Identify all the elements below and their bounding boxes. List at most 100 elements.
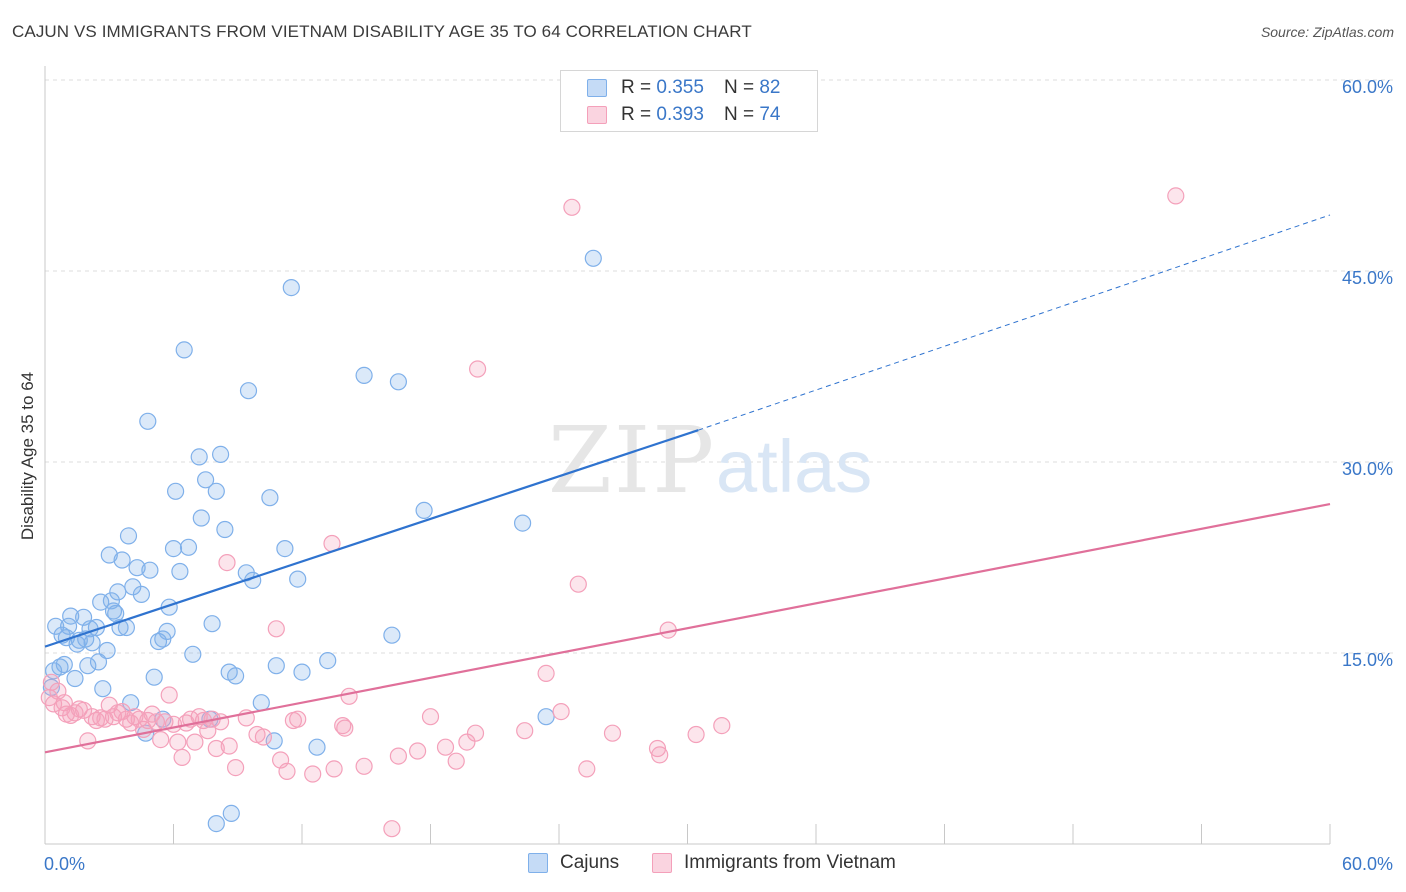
- vietnam-point-78: [651, 746, 669, 764]
- vietnam-point-23: [130, 710, 148, 728]
- cajuns-point-69: [276, 539, 294, 558]
- x-tick-label-min: 0.0%: [44, 854, 85, 874]
- cajuns-point-74: [319, 651, 337, 670]
- vietnam-point-57: [334, 716, 352, 735]
- cajuns-point-9: [66, 669, 84, 688]
- cajuns-point-16: [83, 634, 101, 652]
- cajuns-point-61: [227, 667, 245, 685]
- cajuns-point-76: [389, 373, 407, 391]
- cajuns-point-34: [132, 585, 150, 604]
- vietnam-trend-line: [44, 502, 1331, 754]
- cajuns-point-81: [383, 626, 401, 644]
- cajuns-point-8: [62, 607, 80, 625]
- r-value: 0.355: [656, 77, 704, 98]
- chart-title: CAJUN VS IMMIGRANTS FROM VIETNAM DISABIL…: [12, 22, 752, 41]
- trend-lines: [44, 214, 1331, 754]
- vietnam-point-36: [186, 733, 204, 751]
- cajuns-point-55: [207, 482, 225, 500]
- cajuns-point-60: [207, 814, 225, 833]
- n-value: 74: [759, 104, 781, 125]
- vietnam-point-71: [537, 664, 555, 683]
- source-label: Source: ZipAtlas.com: [1260, 24, 1394, 40]
- vietnam-point-73: [563, 198, 581, 216]
- cajuns-point-33: [128, 559, 146, 577]
- cajuns-point-21: [98, 641, 116, 660]
- cajuns-point-79: [537, 708, 555, 726]
- cajuns-point-18: [89, 653, 108, 671]
- cajuns-point-38: [145, 668, 163, 686]
- vietnam-legend-swatch: [652, 853, 672, 873]
- cajuns-point-56: [212, 445, 230, 463]
- cajuns-point-36: [139, 412, 157, 430]
- cajuns-legend-swatch: [528, 853, 548, 873]
- cajuns-point-59: [222, 804, 240, 823]
- cajuns-point-54: [203, 615, 221, 633]
- cajuns-point-37: [141, 561, 159, 579]
- data-points: [40, 187, 1185, 838]
- cajuns-point-45: [167, 482, 185, 500]
- axes: [44, 66, 1331, 845]
- vietnam-point-53: [289, 710, 307, 728]
- vietnam-point-67: [458, 733, 476, 751]
- cajuns-trend-extension: [698, 214, 1331, 431]
- cajuns-point-24: [104, 602, 123, 620]
- cajuns-point-70: [282, 279, 300, 297]
- cajuns-point-46: [171, 562, 189, 581]
- legend-row-vietnam: R = 0.393 N = 74: [587, 102, 780, 128]
- vietnam-swatch: [587, 106, 607, 124]
- cajuns-point-71: [289, 570, 307, 588]
- cajuns-point-68: [267, 657, 285, 675]
- cajuns-swatch: [587, 79, 607, 97]
- vietnam-point-74: [569, 575, 587, 593]
- cajuns-point-50: [190, 448, 208, 466]
- cajuns-point-57: [216, 520, 234, 539]
- cajuns-point-42: [158, 622, 176, 641]
- y-axis-label: Disability Age 35 to 64: [18, 371, 37, 541]
- legend-label-cajuns: Cajuns: [560, 852, 620, 873]
- cajuns-point-77: [415, 501, 433, 519]
- vietnam-point-66: [447, 752, 465, 770]
- watermark-atlas: atlas: [716, 425, 872, 508]
- y-tick-label-30: 30.0%: [1342, 459, 1393, 479]
- cajuns-point-49: [184, 645, 202, 663]
- cajuns-point-22: [100, 546, 118, 564]
- cajuns-point-23: [102, 592, 121, 610]
- vietnam-point-56: [325, 760, 343, 778]
- y-tick-label-15: 15.0%: [1342, 650, 1393, 670]
- cajuns-point-75: [355, 366, 373, 384]
- cajuns-point-51: [192, 509, 210, 527]
- cajuns-point-5: [55, 655, 73, 674]
- vietnam-point-77: [648, 739, 667, 758]
- vietnam-point-1: [42, 673, 61, 691]
- vietnam-point-28: [152, 730, 170, 749]
- cajuns-point-72: [293, 663, 311, 681]
- vietnam-point-43: [218, 553, 236, 572]
- vietnam-point-65: [436, 738, 455, 756]
- vietnam-point-48: [254, 728, 272, 746]
- cajuns-point-26: [109, 583, 127, 601]
- cajuns-point-31: [122, 694, 140, 712]
- cajuns-point-63: [239, 382, 258, 400]
- legend-item-cajuns[interactable]: Cajuns: [528, 852, 619, 874]
- r-label: R =: [621, 104, 652, 125]
- vietnam-point-30: [160, 686, 178, 704]
- watermark: ZIP atlas: [548, 407, 872, 514]
- vietnam-point-59: [340, 687, 358, 705]
- correlation-legend: R = 0.355 N = 82 R = 0.393 N = 74: [560, 70, 818, 132]
- cajuns-point-78: [513, 514, 532, 532]
- cajuns-point-47: [175, 341, 193, 359]
- vietnam-point-63: [409, 742, 427, 760]
- vietnam-point-68: [466, 724, 485, 742]
- cajuns-point-44: [164, 539, 183, 558]
- vietnam-point-45: [227, 758, 245, 777]
- cajuns-point-65: [252, 694, 270, 712]
- cajuns-point-28: [113, 551, 131, 569]
- cajuns-point-14: [79, 657, 97, 675]
- cajuns-point-7: [59, 617, 78, 635]
- series-legend: Cajuns Immigrants from Vietnam: [0, 852, 1406, 878]
- cajuns-point-2: [47, 617, 65, 635]
- vietnam-point-49: [267, 620, 285, 638]
- legend-item-vietnam[interactable]: Immigrants from Vietnam: [652, 852, 896, 874]
- cajuns-point-67: [265, 732, 283, 750]
- n-label: N =: [723, 104, 755, 125]
